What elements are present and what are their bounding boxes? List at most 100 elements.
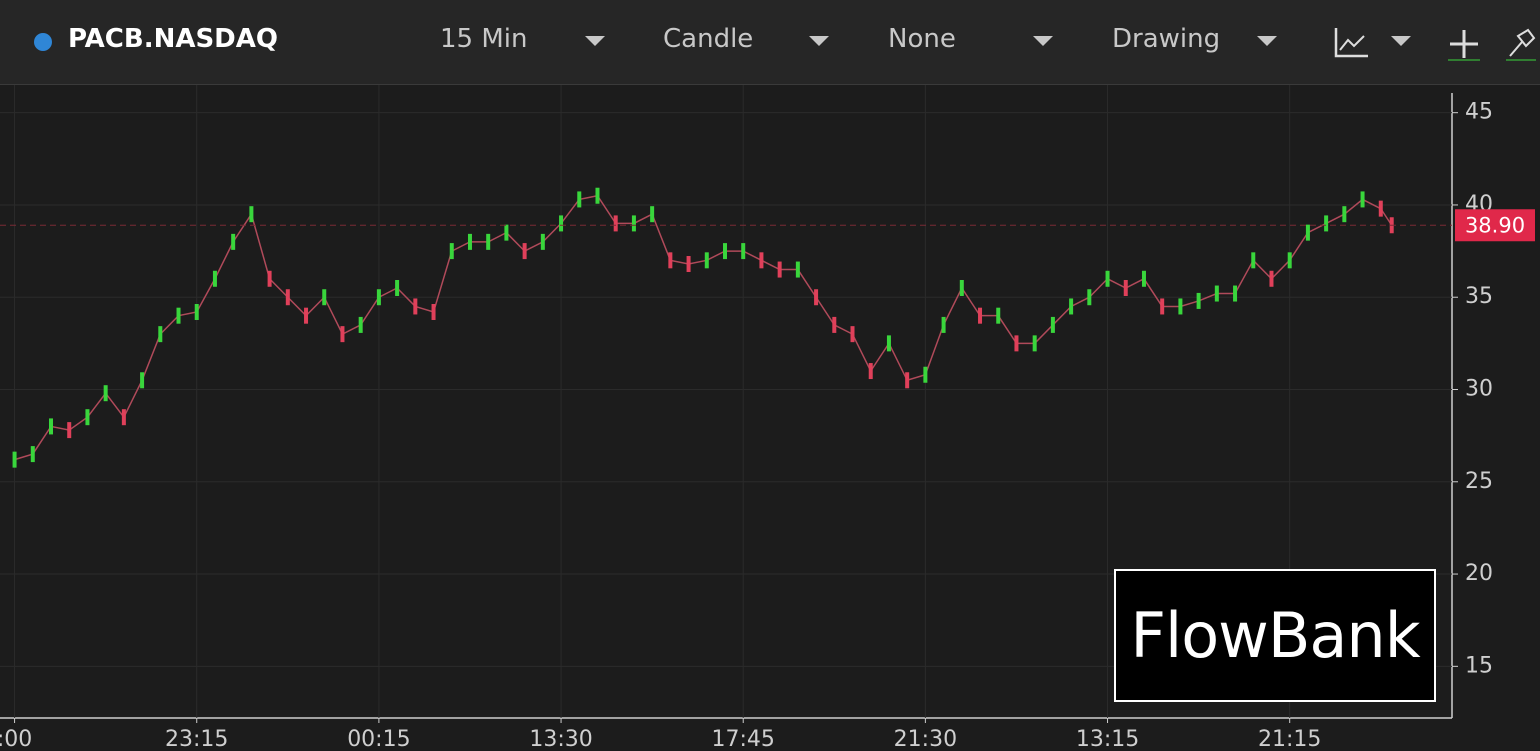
price-bar (668, 252, 673, 269)
price-bar (832, 316, 837, 333)
x-tick-label: 13:15 (1076, 727, 1139, 751)
price-bar (759, 252, 764, 269)
price-bar (249, 206, 254, 223)
price-bar (978, 307, 983, 324)
price-bar (103, 385, 108, 402)
price-bar (504, 224, 509, 241)
price-bar (886, 335, 891, 352)
price-bar (121, 409, 126, 426)
x-tick-label: 13:30 (529, 727, 592, 751)
price-bar (1050, 316, 1055, 333)
price-bar (49, 418, 54, 435)
price-bar (522, 243, 527, 260)
price-bar (1233, 285, 1238, 302)
price-line (14, 194, 1393, 461)
price-bar (559, 215, 564, 232)
price-bar (795, 261, 800, 278)
style-select[interactable]: Candle (663, 24, 754, 54)
tool-icon[interactable] (1504, 26, 1538, 62)
price-bar (595, 187, 600, 204)
x-tick-label: :00 (0, 727, 32, 751)
price-bar (285, 289, 290, 306)
caret[interactable] (809, 36, 829, 46)
price-bar (1214, 285, 1219, 302)
symbol[interactable]: PACB.NASDAQ (68, 24, 278, 54)
caret[interactable] (1391, 36, 1411, 46)
price-bar (996, 307, 1001, 324)
price-bar (304, 307, 309, 324)
watermark: FlowBank (1114, 569, 1436, 702)
price-bar (1014, 335, 1019, 352)
price-bar (12, 451, 17, 468)
price-bar (85, 409, 90, 426)
price-bar (449, 243, 454, 260)
price-bar (322, 289, 327, 306)
price-bar (741, 243, 746, 260)
price-bar (1196, 292, 1201, 309)
price-bar (194, 303, 199, 320)
chart-icon[interactable] (1334, 26, 1370, 60)
price-bar (1069, 298, 1074, 315)
price-bar (704, 252, 709, 269)
price-bar (140, 372, 145, 389)
price-bar (267, 270, 272, 287)
price-bar (176, 307, 181, 324)
caret[interactable] (1257, 36, 1277, 46)
price-bar (395, 280, 400, 297)
price-bar (1251, 252, 1256, 269)
price-bar (959, 280, 964, 297)
price-bar (868, 363, 873, 380)
price-bar (1342, 206, 1347, 223)
price-bar (467, 233, 472, 250)
price-bar (1105, 270, 1110, 287)
status-dot (34, 33, 52, 51)
price-bar (231, 233, 236, 250)
price-bar (923, 366, 928, 383)
price-bar (30, 446, 35, 463)
price-bar (905, 372, 910, 389)
caret[interactable] (585, 36, 605, 46)
price-bar (540, 233, 545, 250)
y-tick-label: 20 (1465, 561, 1493, 586)
price-bar (1087, 289, 1092, 306)
x-tick-label: 17:45 (712, 727, 775, 751)
interval-select[interactable]: 15 Min (440, 24, 528, 54)
price-bar (850, 326, 855, 343)
drawing-select[interactable]: Drawing (1112, 24, 1221, 54)
y-tick-label: 35 (1465, 284, 1493, 309)
y-tick-label: 25 (1465, 469, 1493, 494)
price-bar (777, 261, 782, 278)
price-bar (1141, 270, 1146, 287)
price-bar (376, 289, 381, 306)
price-bar (723, 243, 727, 260)
caret[interactable] (1033, 36, 1053, 46)
price-bar (358, 316, 363, 333)
price-bar (1378, 200, 1383, 217)
price-bar (1287, 252, 1292, 269)
x-tick-label: 00:15 (347, 727, 410, 751)
y-tick-label: 30 (1465, 377, 1493, 402)
add-icon[interactable] (1446, 26, 1482, 62)
price-bar (212, 270, 217, 287)
y-tick-label: 45 (1465, 100, 1493, 125)
price-bar (413, 298, 418, 315)
x-tick-label: 21:15 (1258, 727, 1321, 751)
last-price-label: 38.90 (1465, 213, 1525, 237)
price-bar (1360, 191, 1365, 208)
price-bar (577, 191, 582, 208)
last-price-box (1455, 209, 1535, 242)
study-select[interactable]: None (888, 24, 956, 54)
price-bar (340, 326, 345, 343)
price-bar (941, 316, 946, 333)
price-bar (431, 303, 436, 320)
price-bar (1123, 280, 1128, 297)
price-bar (1160, 298, 1165, 315)
price-bar (486, 233, 491, 250)
price-bar (613, 215, 618, 232)
y-tick-label: 15 (1465, 653, 1493, 678)
price-bar (1305, 224, 1310, 241)
price-bar (1269, 270, 1274, 287)
price-bar (686, 256, 691, 273)
price-bar (1178, 298, 1183, 315)
